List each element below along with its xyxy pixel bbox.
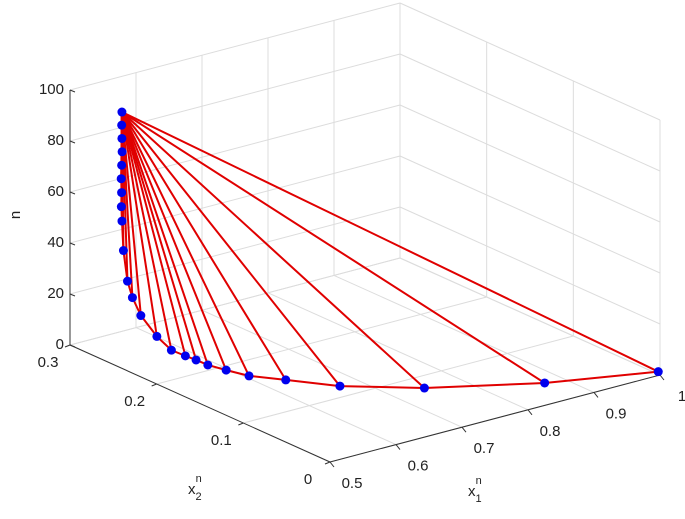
point bbox=[123, 277, 132, 286]
y-tick-label: 0 bbox=[304, 471, 312, 488]
x-tick-label: 0.8 bbox=[540, 423, 561, 440]
tick-mark bbox=[70, 345, 75, 347]
point bbox=[136, 311, 145, 320]
x-tick-label: 0.6 bbox=[408, 458, 429, 475]
label-sup: n bbox=[476, 475, 482, 487]
label-sup: n bbox=[196, 473, 202, 485]
tick-mark bbox=[325, 462, 330, 464]
y-tick-label: 0.3 bbox=[38, 354, 59, 371]
label-sub: 2 bbox=[196, 491, 202, 503]
point bbox=[540, 378, 549, 387]
grid-line bbox=[268, 293, 528, 410]
grid-line bbox=[334, 275, 594, 392]
z-tick-label: 0 bbox=[56, 336, 64, 353]
grid-line bbox=[400, 54, 660, 171]
point bbox=[117, 217, 126, 226]
point bbox=[117, 121, 126, 130]
x-axis-label: x1n bbox=[468, 475, 482, 505]
grid-line bbox=[70, 258, 400, 345]
point bbox=[222, 366, 231, 375]
point bbox=[203, 360, 212, 369]
tick-mark bbox=[70, 90, 75, 92]
x-tick-label: 1 bbox=[678, 388, 685, 405]
grid-line bbox=[70, 3, 400, 90]
y-tick-label: 0.1 bbox=[211, 432, 232, 449]
point bbox=[654, 367, 663, 376]
grid-line bbox=[157, 297, 487, 384]
point bbox=[192, 355, 201, 364]
point bbox=[117, 202, 126, 211]
z-tick-label: 40 bbox=[47, 234, 64, 251]
z-axis-label: n bbox=[7, 211, 24, 219]
z-tick-label: 80 bbox=[47, 132, 64, 149]
point bbox=[181, 351, 190, 360]
grid-line bbox=[202, 310, 462, 427]
point bbox=[117, 174, 126, 183]
ray-line bbox=[122, 112, 226, 370]
tick-mark bbox=[528, 410, 532, 415]
point bbox=[117, 108, 126, 117]
grid-line bbox=[400, 156, 660, 273]
x-tick-label: 0.7 bbox=[474, 440, 495, 457]
grid-line bbox=[400, 258, 660, 375]
point bbox=[118, 147, 127, 156]
tick-mark bbox=[330, 462, 334, 467]
ray-line bbox=[122, 112, 545, 383]
point bbox=[117, 161, 126, 170]
y-tick-label: 0.2 bbox=[124, 393, 145, 410]
x-tick-label: 0.5 bbox=[342, 475, 363, 492]
point bbox=[420, 384, 429, 393]
point bbox=[281, 375, 290, 384]
ray-line bbox=[122, 112, 340, 386]
point bbox=[128, 293, 137, 302]
grid-line bbox=[400, 3, 660, 120]
point bbox=[152, 332, 161, 341]
tick-mark bbox=[70, 243, 75, 245]
tick-mark bbox=[238, 423, 243, 425]
z-tick-label: 60 bbox=[47, 183, 64, 200]
grid-line bbox=[400, 105, 660, 222]
point bbox=[335, 382, 344, 391]
point bbox=[117, 188, 126, 197]
y-axis-label: x2n bbox=[188, 473, 202, 503]
point bbox=[117, 134, 126, 143]
tick-mark bbox=[660, 375, 664, 380]
point bbox=[167, 346, 176, 355]
tick-mark bbox=[396, 445, 400, 450]
tick-mark bbox=[65, 345, 70, 347]
tick-mark bbox=[462, 427, 466, 432]
grid-line bbox=[243, 336, 573, 423]
x-tick-label: 0.9 bbox=[606, 405, 627, 422]
tick-mark bbox=[594, 392, 598, 397]
tick-mark bbox=[70, 192, 75, 194]
label-sub: 1 bbox=[476, 493, 482, 505]
tick-mark bbox=[70, 294, 75, 296]
tick-mark bbox=[152, 384, 157, 386]
z-tick-label: 100 bbox=[39, 81, 64, 98]
point bbox=[119, 246, 128, 255]
point bbox=[245, 371, 254, 380]
tick-mark bbox=[70, 141, 75, 143]
z-tick-label: 20 bbox=[47, 285, 64, 302]
